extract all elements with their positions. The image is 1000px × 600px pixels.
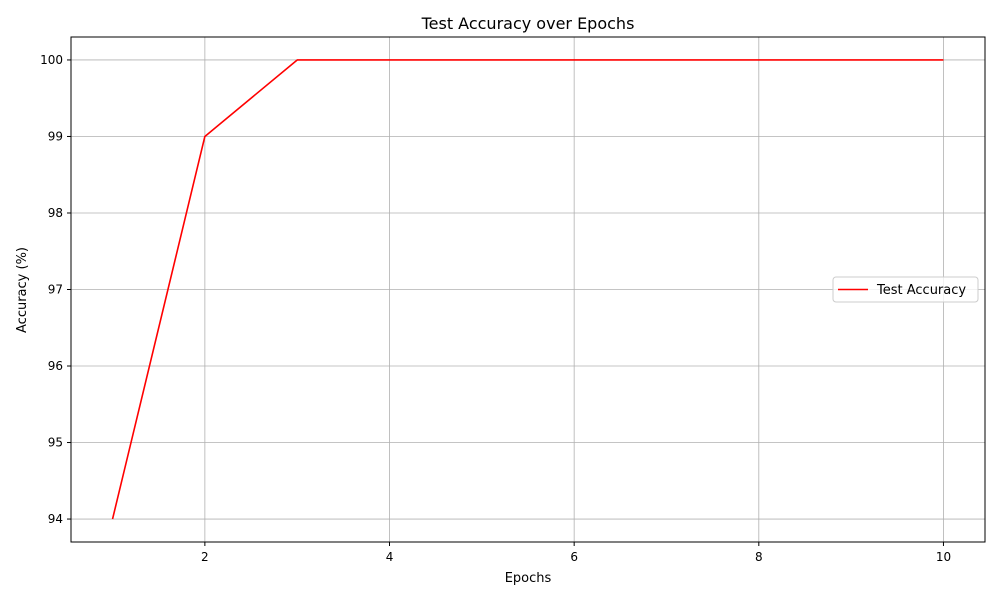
y-tick-label: 94: [48, 512, 63, 526]
plot-frame: [70, 36, 986, 543]
y-tick-label: 95: [48, 436, 63, 450]
y-tick-label: 98: [48, 206, 63, 220]
x-tick-label: 4: [386, 550, 394, 564]
x-tick-label: 2: [201, 550, 209, 564]
y-tick-label: 96: [48, 359, 63, 373]
y-axis-label: Accuracy (%): [15, 247, 30, 333]
chart-title: Test Accuracy over Epochs: [421, 14, 635, 33]
legend-box: [832, 276, 979, 303]
legend: Test Accuracy: [832, 276, 979, 303]
x-axis-label: Epochs: [505, 571, 552, 586]
y-tick-label: 99: [48, 129, 63, 143]
x-tick-label: 10: [936, 550, 951, 564]
series-layer: [111, 59, 944, 520]
y-tick-label: 97: [48, 283, 63, 297]
x-tick-label: 8: [755, 550, 763, 564]
series-line-test-accuracy: [111, 59, 944, 520]
axis-ticks: 2 4 6 8 10 94 95 96 97 98 99 100: [40, 53, 951, 564]
x-tick-label: 6: [570, 550, 578, 564]
legend-label: Test Accuracy: [876, 283, 966, 298]
y-tick-label: 100: [40, 53, 63, 67]
